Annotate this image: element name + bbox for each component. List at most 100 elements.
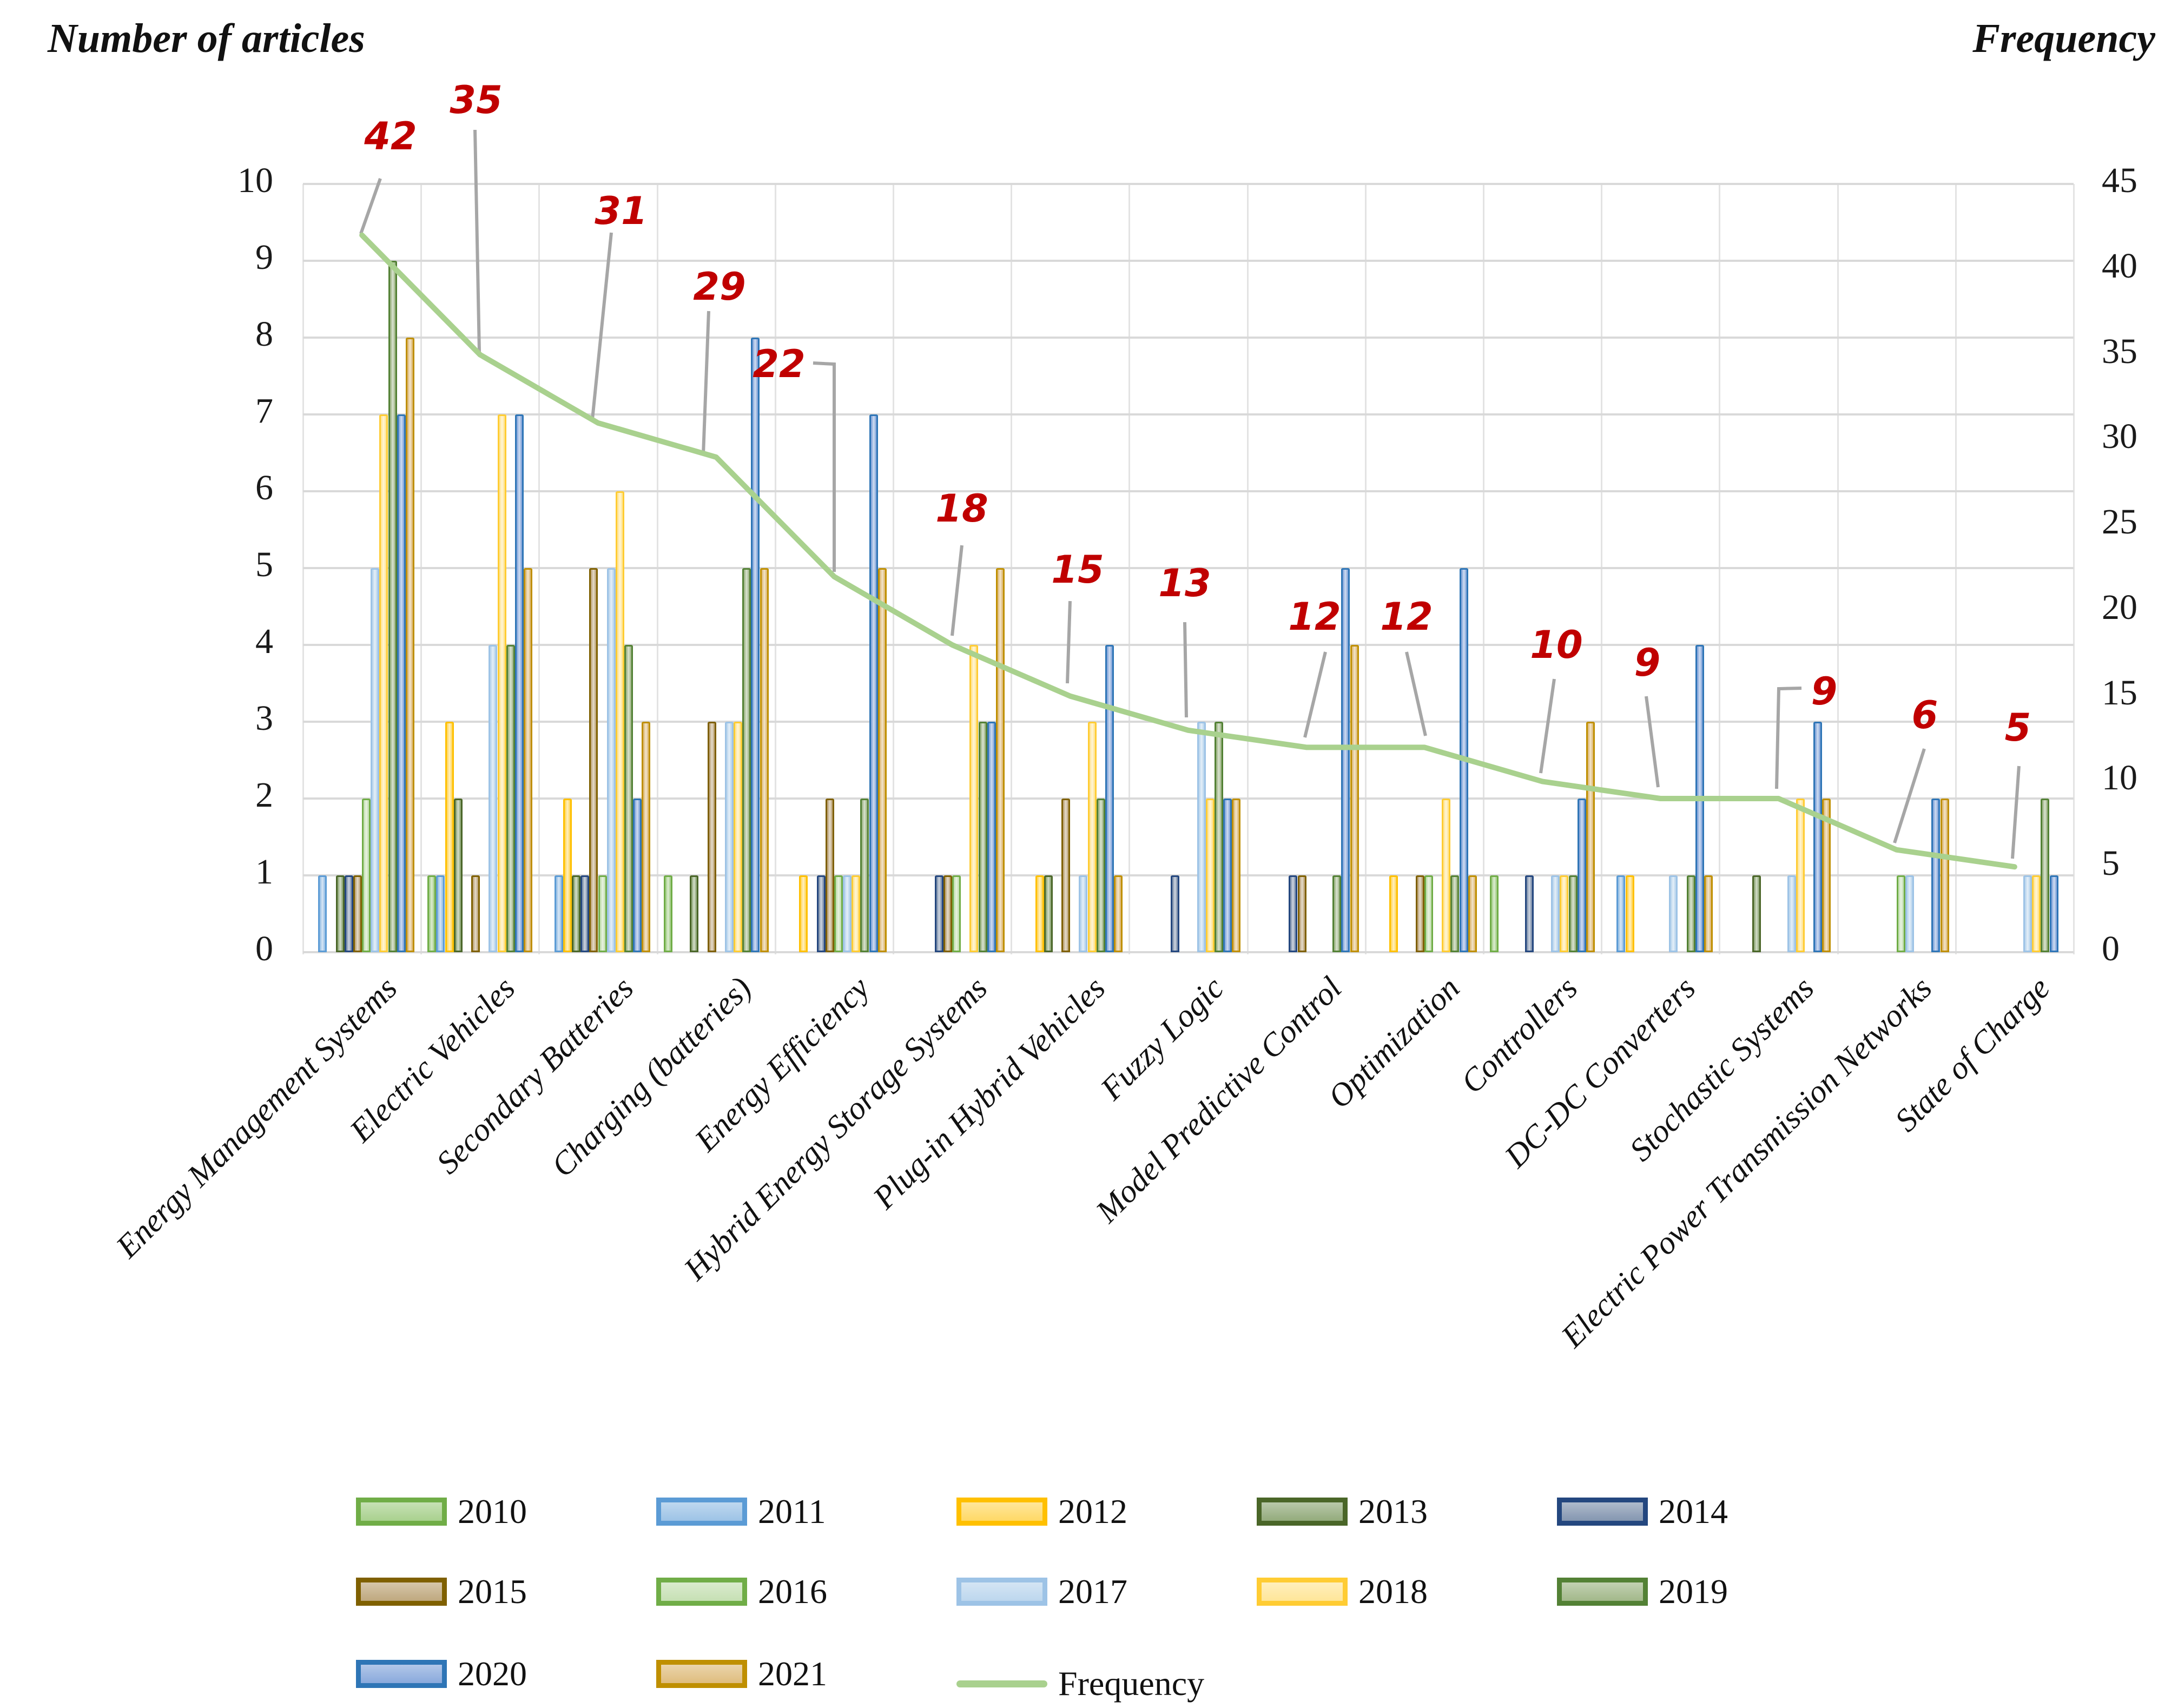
bar-2019-energy-efficiency xyxy=(860,799,869,952)
bar-2020-charging-batteries- xyxy=(751,338,760,952)
legend-item-2020: 2020 xyxy=(356,1654,527,1694)
bar-2017-electric-power-transmission-networks xyxy=(1905,875,1914,952)
legend-item-2013: 2013 xyxy=(1257,1492,1428,1532)
frequency-value-label: 31 xyxy=(595,189,648,233)
vertical-gridline xyxy=(538,184,540,954)
bar-2021-controllers xyxy=(1586,722,1595,952)
bar-2021-hybrid-energy-storage-systems xyxy=(996,568,1005,952)
legend-item-2014: 2014 xyxy=(1557,1492,1728,1532)
legend-label-2015: 2015 xyxy=(458,1572,527,1611)
right-axis-tick: 10 xyxy=(2102,758,2137,798)
legend-label-2014: 2014 xyxy=(1659,1492,1728,1531)
bar-2012-plug-in-hybrid-vehicles xyxy=(1035,875,1044,952)
horizontal-gridline xyxy=(303,183,2074,185)
bar-2014-energy-management-systems xyxy=(344,875,353,952)
bar-2015-charging-batteries- xyxy=(707,722,716,952)
bar-2015-model-predictive-control xyxy=(1297,875,1306,952)
legend-item-2019: 2019 xyxy=(1557,1572,1728,1612)
bar-2010-electric-vehicles xyxy=(427,875,437,952)
left-axis-tick: 2 xyxy=(255,775,273,815)
legend-label-2016: 2016 xyxy=(758,1572,827,1611)
vertical-gridline xyxy=(1719,184,1721,954)
bar-2021-electric-power-transmission-networks xyxy=(1940,799,1949,952)
bar-2012-secondary-batteries xyxy=(563,799,572,952)
legend-label-2013: 2013 xyxy=(1358,1492,1428,1531)
bar-2017-dc-dc-converters xyxy=(1669,875,1678,952)
data-label-leader-line xyxy=(951,545,963,636)
bar-2020-stochastic-systems xyxy=(1813,722,1823,952)
data-label-leader-line xyxy=(702,311,710,455)
horizontal-gridline xyxy=(303,490,2074,492)
bar-2014-fuzzy-logic xyxy=(1171,875,1180,952)
bar-2017-energy-management-systems xyxy=(371,568,380,952)
right-axis-title: Frequency xyxy=(1972,16,2155,61)
frequency-value-label: 35 xyxy=(450,78,503,122)
left-axis-tick: 4 xyxy=(255,622,273,661)
legend-swatch-2015 xyxy=(356,1578,447,1606)
bar-2013-electric-vehicles xyxy=(453,799,463,952)
bar-2019-charging-batteries- xyxy=(742,568,751,952)
bar-2020-state-of-charge xyxy=(2049,875,2058,952)
legend-label-2017: 2017 xyxy=(1058,1572,1127,1611)
frequency-value-label: 29 xyxy=(693,265,746,309)
frequency-value-label: 9 xyxy=(1811,669,1838,714)
bar-2017-electric-vehicles xyxy=(489,645,498,952)
bar-2018-fuzzy-logic xyxy=(1205,799,1215,952)
bar-2020-secondary-batteries xyxy=(633,799,642,952)
legend-item-2018: 2018 xyxy=(1257,1572,1428,1612)
bar-2019-controllers xyxy=(1568,875,1578,952)
legend-swatch-2013 xyxy=(1257,1498,1348,1526)
bar-2020-model-predictive-control xyxy=(1341,568,1350,952)
bar-2011-electric-vehicles xyxy=(436,875,445,952)
vertical-gridline xyxy=(2073,184,2075,954)
frequency-value-label: 12 xyxy=(1380,595,1433,639)
legend-label-frequency: Frequency xyxy=(1058,1664,1205,1703)
bar-2021-charging-batteries- xyxy=(760,568,769,952)
left-axis-tick: 10 xyxy=(237,161,273,200)
bar-2018-energy-efficiency xyxy=(852,875,861,952)
bar-2013-plug-in-hybrid-vehicles xyxy=(1044,875,1053,952)
right-axis-tick: 45 xyxy=(2102,161,2137,200)
frequency-value-label: 15 xyxy=(1051,548,1104,592)
bar-2013-secondary-batteries xyxy=(571,875,580,952)
frequency-value-label: 12 xyxy=(1288,595,1341,639)
vertical-gridline xyxy=(1364,184,1367,954)
bar-2018-charging-batteries- xyxy=(734,722,743,952)
legend-item-2010: 2010 xyxy=(356,1492,527,1532)
vertical-gridline xyxy=(774,184,776,954)
vertical-gridline xyxy=(1011,184,1013,954)
vertical-gridline xyxy=(420,184,423,954)
bar-2020-hybrid-energy-storage-systems xyxy=(987,722,996,952)
bar-2021-stochastic-systems xyxy=(1822,799,1831,952)
legend-swatch-2021 xyxy=(656,1660,747,1688)
horizontal-gridline xyxy=(303,874,2074,876)
horizontal-gridline xyxy=(303,951,2074,953)
legend-item-2021: 2021 xyxy=(656,1654,827,1694)
bar-2021-secondary-batteries xyxy=(642,722,651,952)
bar-2015-energy-efficiency xyxy=(825,799,834,952)
legend-item-2016: 2016 xyxy=(656,1572,827,1612)
left-axis-tick: 7 xyxy=(255,391,273,431)
bar-2019-electric-vehicles xyxy=(506,645,515,952)
data-label-leader-line xyxy=(473,129,481,352)
bar-2018-stochastic-systems xyxy=(1796,799,1805,952)
bar-2014-controllers xyxy=(1524,875,1534,952)
legend-label-2019: 2019 xyxy=(1659,1572,1728,1611)
bar-2019-optimization xyxy=(1450,875,1460,952)
vertical-gridline xyxy=(1601,184,1603,954)
bar-2021-fuzzy-logic xyxy=(1232,799,1241,952)
frequency-value-label: 9 xyxy=(1634,641,1661,685)
vertical-gridline xyxy=(1955,184,1957,954)
data-label-leader-line xyxy=(1645,696,1660,788)
bar-2014-hybrid-energy-storage-systems xyxy=(934,875,943,952)
bar-2019-state-of-charge xyxy=(2041,799,2050,952)
legend-swatch-2014 xyxy=(1557,1498,1648,1526)
legend-frequency-line-swatch xyxy=(956,1680,1047,1687)
bar-2011-secondary-batteries xyxy=(554,875,563,952)
bar-2019-plug-in-hybrid-vehicles xyxy=(1096,799,1105,952)
bar-2020-electric-power-transmission-networks xyxy=(1931,799,1941,952)
legend-swatch-2016 xyxy=(656,1578,747,1606)
vertical-gridline xyxy=(1128,184,1131,954)
bar-2013-stochastic-systems xyxy=(1752,875,1761,952)
